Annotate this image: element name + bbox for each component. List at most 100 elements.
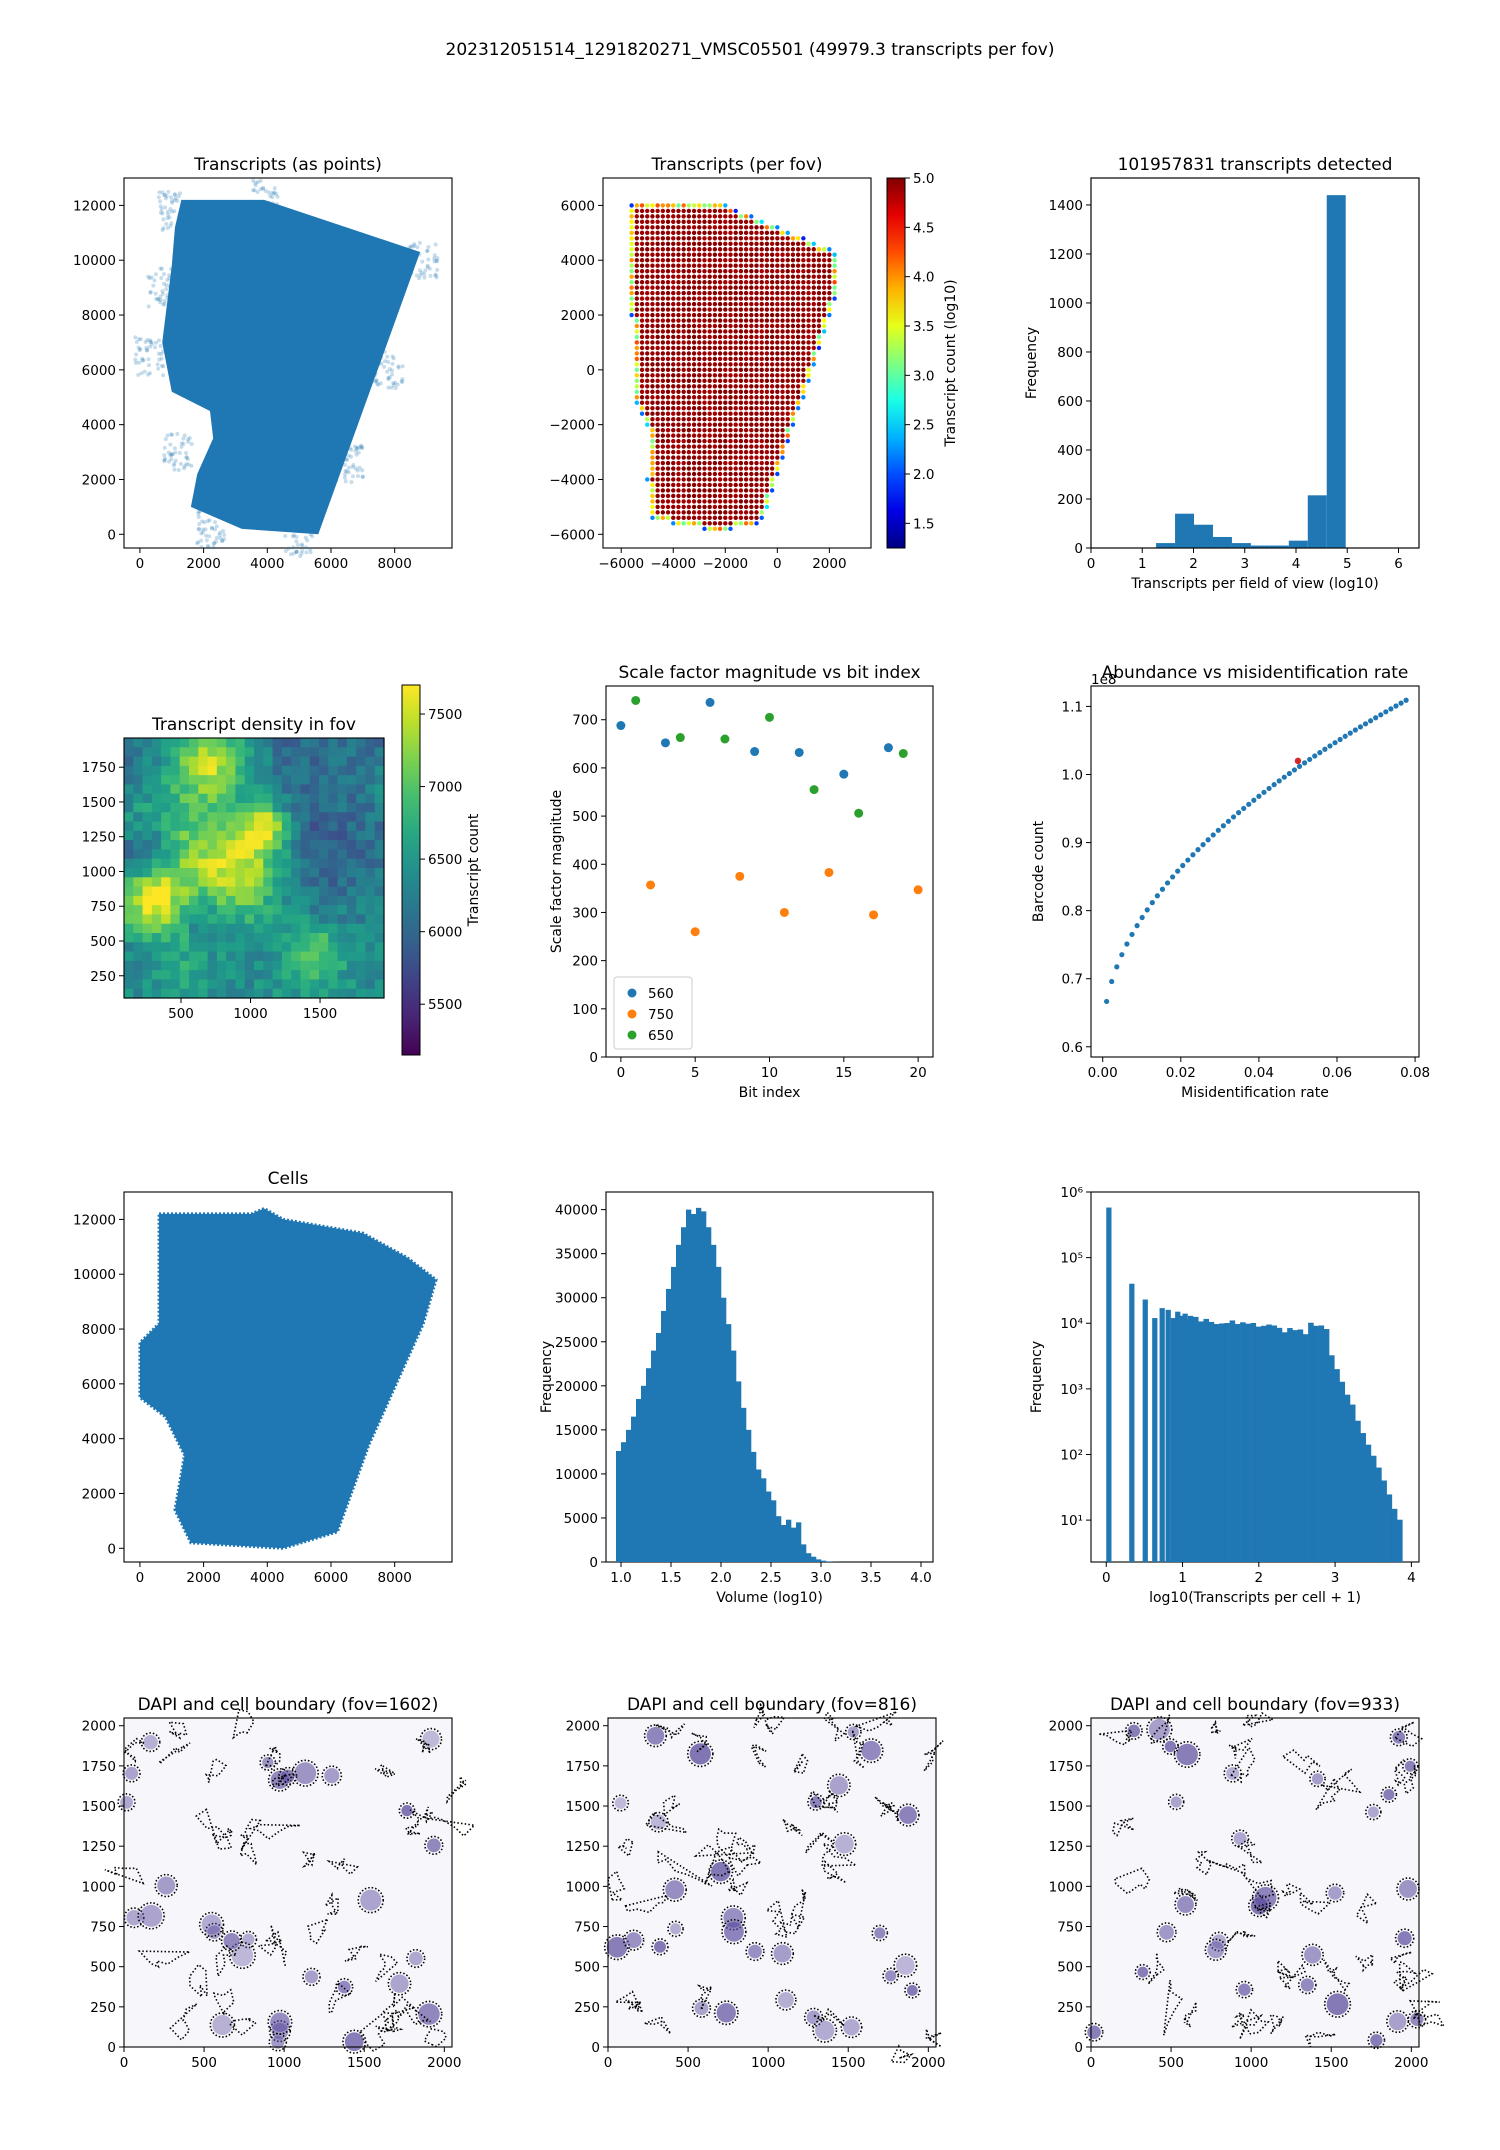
transcripts-per-cell-ytick-label: 10⁴ bbox=[1060, 1316, 1083, 1332]
dapi-933-nucleus-boundary bbox=[1401, 1757, 1419, 1775]
transcripts-fov-fov-point bbox=[712, 230, 718, 236]
dapi-816-nucleus-boundary bbox=[840, 2016, 863, 2039]
transcripts-per-cell-bar bbox=[1271, 1325, 1278, 1562]
scale-factor-legend-label: 750 bbox=[648, 1007, 674, 1023]
transcripts-points-halo-point bbox=[400, 379, 405, 384]
transcripts-fov-fov-point bbox=[702, 521, 707, 526]
transcripts-fov-fov-point bbox=[827, 274, 832, 279]
transcripts-fov-fov-point bbox=[754, 400, 759, 405]
density-fov-cell bbox=[281, 868, 292, 878]
transcripts-fov-fov-point bbox=[821, 263, 827, 268]
density-fov-cell bbox=[337, 923, 348, 934]
transcripts-fov-fov-point bbox=[743, 471, 749, 477]
transcripts-fov-fov-point bbox=[801, 236, 806, 241]
density-fov-cell bbox=[133, 905, 144, 916]
transcripts-fov-fov-point bbox=[697, 345, 702, 351]
scale-factor-point-560 bbox=[750, 747, 760, 757]
transcripts-fov-fov-point bbox=[691, 225, 697, 230]
transcripts-fov-fov-point bbox=[723, 258, 728, 263]
density-fov-cell bbox=[374, 747, 385, 758]
transcripts-fov-fov-point bbox=[691, 274, 697, 279]
transcripts-fov-fov-point bbox=[733, 510, 738, 515]
transcripts-points-halo-point bbox=[387, 367, 392, 372]
transcripts-fov-fov-point bbox=[790, 367, 796, 373]
transcripts-fov-fov-point bbox=[655, 444, 660, 449]
transcripts-fov-fov-point bbox=[795, 279, 801, 285]
transcripts-fov-fov-point bbox=[728, 214, 733, 219]
transcripts-fov-fov-point bbox=[764, 362, 770, 367]
transcripts-fov-fov-point bbox=[743, 301, 749, 307]
transcripts-fov-fov-point bbox=[660, 203, 666, 208]
density-fov-cell bbox=[226, 942, 237, 953]
transcripts-fov-fov-point bbox=[811, 279, 816, 285]
density-fov-cell bbox=[244, 895, 255, 906]
transcripts-fov-fov-point bbox=[733, 427, 738, 433]
density-fov-cell bbox=[161, 747, 172, 758]
transcripts-fov-fov-point bbox=[676, 378, 681, 384]
transcripts-fov-fov-point bbox=[790, 373, 796, 378]
transcripts-fov-fov-point bbox=[769, 395, 775, 400]
density-fov-cell bbox=[216, 923, 227, 934]
transcripts-points-halo-point bbox=[346, 453, 351, 458]
transcripts-fov-fov-point bbox=[660, 279, 666, 285]
density-fov-cell bbox=[346, 784, 357, 795]
transcripts-points-halo-point bbox=[162, 192, 167, 197]
transcripts-fov-fov-point bbox=[717, 318, 723, 323]
transcripts-fov-fov-point bbox=[671, 323, 676, 329]
transcripts-points-halo-point bbox=[167, 459, 172, 464]
transcripts-fov-fov-point bbox=[769, 230, 775, 236]
transcripts-fov-fov-point bbox=[655, 312, 660, 318]
transcripts-fov-fov-point bbox=[749, 247, 754, 252]
abundance-ylabel: Barcode count bbox=[1031, 820, 1047, 922]
transcripts-fov-fov-point bbox=[717, 362, 723, 367]
transcripts-fov-fov-point bbox=[650, 290, 655, 296]
transcripts-points-halo-point bbox=[162, 272, 167, 277]
transcripts-fov-fov-point bbox=[769, 252, 775, 257]
transcripts-points-halo-point bbox=[425, 265, 430, 270]
transcripts-fov-fov-point bbox=[671, 334, 676, 340]
density-fov-cell bbox=[235, 849, 246, 860]
transcripts-fov-fov-point bbox=[645, 296, 650, 301]
dapi-1602-nucleus-boundary bbox=[291, 1759, 319, 1787]
density-fov-cell bbox=[319, 858, 329, 869]
transcripts-fov-fov-point bbox=[754, 433, 759, 438]
transcripts-fov-fov-point bbox=[743, 279, 749, 285]
transcripts-fov-fov-point bbox=[712, 510, 718, 515]
density-fov-cell bbox=[328, 988, 339, 999]
density-fov-cell bbox=[161, 877, 172, 888]
dapi-1602-nucleus-boundary bbox=[259, 1754, 277, 1771]
transcripts-points-halo-point bbox=[152, 278, 157, 283]
transcripts-points-halo-point bbox=[184, 455, 189, 460]
transcripts-fov-fov-point bbox=[723, 334, 728, 340]
transcripts-fov-fov-point bbox=[655, 345, 660, 351]
transcripts-fov-fov-point bbox=[629, 225, 634, 230]
scale-factor-point-650 bbox=[675, 733, 685, 743]
transcripts-fov-fov-point bbox=[717, 334, 723, 340]
abundance-point bbox=[1149, 900, 1155, 906]
volume-xtick-label: 2.5 bbox=[760, 1570, 781, 1586]
transcripts-fov-fov-point bbox=[795, 367, 801, 373]
transcripts-fov-fov-point bbox=[686, 345, 692, 351]
transcripts-fov-fov-point bbox=[634, 263, 640, 268]
transcripts-fov-fov-point bbox=[686, 482, 692, 488]
density-fov-cell bbox=[374, 905, 385, 916]
density-fov-cell bbox=[142, 830, 153, 841]
dapi-816-nucleus bbox=[861, 1740, 881, 1761]
transcripts-points-halo-point bbox=[356, 474, 361, 479]
transcripts-fov-fov-point bbox=[764, 488, 770, 493]
transcripts-fov-fov-point bbox=[728, 373, 733, 378]
transcripts-fov-fov-point bbox=[639, 285, 645, 290]
transcripts-fov-fov-point bbox=[650, 285, 655, 290]
transcripts-fov-fov-point bbox=[660, 351, 666, 356]
transcripts-fov-fov-point bbox=[723, 444, 728, 449]
density-fov-cell bbox=[170, 840, 181, 851]
density-fov-cell bbox=[161, 738, 172, 748]
transcripts-fov-fov-point bbox=[749, 252, 754, 257]
transcripts-points-halo-point bbox=[359, 443, 364, 448]
density-fov-cell bbox=[337, 942, 348, 953]
transcripts-fov-fov-point bbox=[723, 499, 728, 504]
transcripts-fov-fov-point bbox=[769, 427, 775, 433]
dapi-1602-nucleus bbox=[418, 2003, 440, 2025]
transcripts-points-halo-point bbox=[196, 511, 201, 516]
transcripts-fov-fov-point bbox=[733, 373, 738, 378]
